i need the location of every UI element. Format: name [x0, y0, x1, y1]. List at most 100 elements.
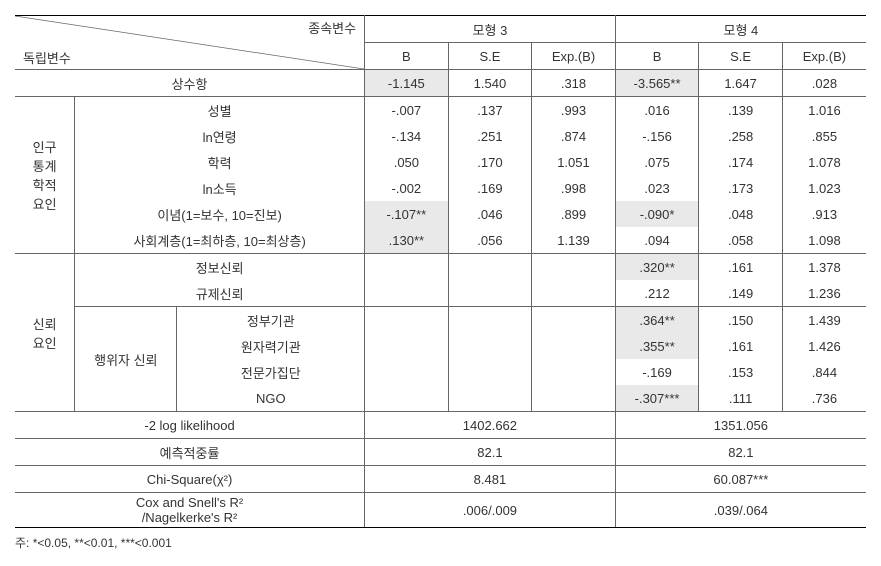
- stat-val: .039/.064: [615, 493, 866, 528]
- cell: .149: [699, 280, 783, 307]
- cell: .048: [699, 201, 783, 227]
- col-B: B: [615, 43, 699, 70]
- cell: .212: [615, 280, 699, 307]
- cell: .364**: [615, 307, 699, 334]
- cell: .844: [782, 359, 866, 385]
- cell: -.134: [365, 123, 449, 149]
- cell: .174: [699, 149, 783, 175]
- cell: [448, 280, 532, 307]
- cell: .094: [615, 227, 699, 254]
- cell: 1.378: [782, 254, 866, 281]
- cell: -.169: [615, 359, 699, 385]
- stat-label: Chi-Square(χ²): [15, 466, 365, 493]
- cell: .251: [448, 123, 532, 149]
- stat-val: .006/.009: [365, 493, 616, 528]
- cell: .320**: [615, 254, 699, 281]
- cell: -.090*: [615, 201, 699, 227]
- cell: [365, 385, 449, 412]
- row-label: ln연령: [75, 123, 365, 149]
- cell: .137: [448, 97, 532, 124]
- cell: -.007: [365, 97, 449, 124]
- cell: .161: [699, 254, 783, 281]
- stat-val: 82.1: [615, 439, 866, 466]
- col-SE: S.E: [448, 43, 532, 70]
- col-ExpB: Exp.(B): [782, 43, 866, 70]
- cell: -.107**: [365, 201, 449, 227]
- cell: -.307***: [615, 385, 699, 412]
- cell: .998: [532, 175, 616, 201]
- constant-label: 상수항: [15, 70, 365, 97]
- cell: [365, 254, 449, 281]
- footnote: 주: *<0.05, **<0.01, ***<0.001: [15, 534, 866, 551]
- cell: 1.647: [699, 70, 783, 97]
- cell: .874: [532, 123, 616, 149]
- cell: [532, 333, 616, 359]
- cell: .075: [615, 149, 699, 175]
- cell: .170: [448, 149, 532, 175]
- stat-val: 1351.056: [615, 412, 866, 439]
- cell: [365, 359, 449, 385]
- cell: .993: [532, 97, 616, 124]
- cell: .169: [448, 175, 532, 201]
- cell: 1.439: [782, 307, 866, 334]
- cell: .058: [699, 227, 783, 254]
- cell: .355**: [615, 333, 699, 359]
- cell: .161: [699, 333, 783, 359]
- cell: [448, 385, 532, 412]
- cell: [365, 333, 449, 359]
- cell: .028: [782, 70, 866, 97]
- cell: [365, 280, 449, 307]
- stat-val: 8.481: [365, 466, 616, 493]
- cell: .153: [699, 359, 783, 385]
- col-ExpB: Exp.(B): [532, 43, 616, 70]
- cell: [365, 307, 449, 334]
- stat-val: 82.1: [365, 439, 616, 466]
- cell: .139: [699, 97, 783, 124]
- row-label: 전문가집단: [177, 359, 365, 385]
- cell: 1.078: [782, 149, 866, 175]
- stat-label: -2 log likelihood: [15, 412, 365, 439]
- row-label: 사회계층(1=최하층, 10=최상층): [75, 227, 365, 254]
- model4-header: 모형 4: [615, 16, 866, 43]
- col-B: B: [365, 43, 449, 70]
- cell: .736: [782, 385, 866, 412]
- cell: 1.023: [782, 175, 866, 201]
- cell: 1.236: [782, 280, 866, 307]
- cell: [448, 307, 532, 334]
- row-label: 원자력기관: [177, 333, 365, 359]
- cell: [532, 307, 616, 334]
- row-label: 성별: [75, 97, 365, 124]
- row-label: 규제신뢰: [75, 280, 365, 307]
- cell: [532, 385, 616, 412]
- cell: .173: [699, 175, 783, 201]
- row-label: ln소득: [75, 175, 365, 201]
- cell: .023: [615, 175, 699, 201]
- cell: .258: [699, 123, 783, 149]
- cell: .913: [782, 201, 866, 227]
- cell: -1.145: [365, 70, 449, 97]
- cell: [532, 359, 616, 385]
- cell: .046: [448, 201, 532, 227]
- cell: [448, 254, 532, 281]
- cell: -.156: [615, 123, 699, 149]
- row-label: 정보신뢰: [75, 254, 365, 281]
- stat-label: Cox and Snell's R² /Nagelkerke's R²: [15, 493, 365, 528]
- stat-val: 1402.662: [365, 412, 616, 439]
- cell: 1.051: [532, 149, 616, 175]
- cell: .016: [615, 97, 699, 124]
- cell: .130**: [365, 227, 449, 254]
- col-SE: S.E: [699, 43, 783, 70]
- cell: -.002: [365, 175, 449, 201]
- cell: 1.540: [448, 70, 532, 97]
- model3-header: 모형 3: [365, 16, 616, 43]
- trust-group-label: 신뢰 요인: [15, 254, 75, 412]
- cell: [448, 333, 532, 359]
- cell: .899: [532, 201, 616, 227]
- cell: .050: [365, 149, 449, 175]
- row-label: NGO: [177, 385, 365, 412]
- header-diagonal: 종속변수 독립변수: [15, 16, 365, 70]
- row-label: 학력: [75, 149, 365, 175]
- row-label: 정부기관: [177, 307, 365, 334]
- cell: 1.426: [782, 333, 866, 359]
- stat-label: 예측적중률: [15, 439, 365, 466]
